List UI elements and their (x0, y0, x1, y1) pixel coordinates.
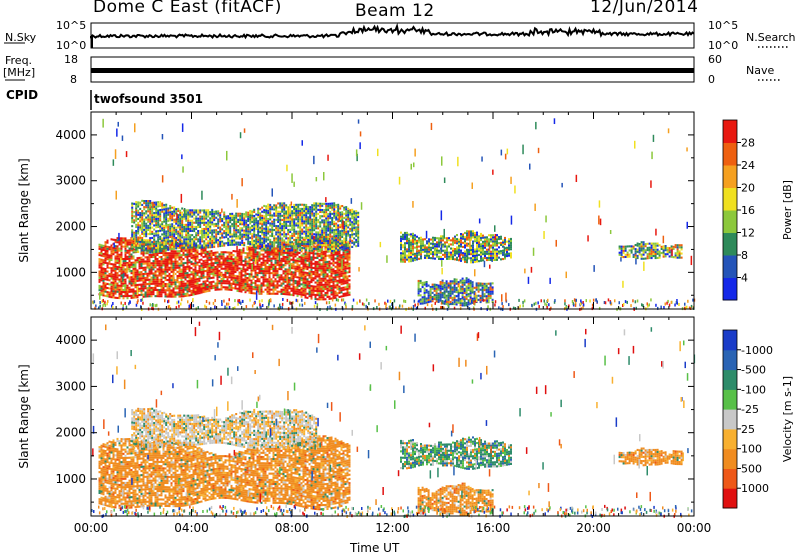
velocity-ytick-label: 3000 (55, 379, 86, 393)
power-y-axis-label: Slant Range [km] (17, 158, 31, 262)
power-scatter-cells (99, 200, 683, 307)
power-colorbar-label: Power [dB] (781, 180, 794, 240)
nave-tick-top: 60 (708, 54, 722, 65)
x-axis-label: Time UT (350, 542, 399, 554)
velocity-colorbar-tick: 25 (741, 423, 755, 436)
nsearch-tick-bottom: 10^0 (708, 40, 738, 51)
velocity-colorbar-swatch (723, 389, 737, 409)
nsky-panel (4, 23, 790, 48)
nsearch-tick-top: 10^5 (708, 20, 738, 31)
velocity-colorbar-swatch (723, 370, 737, 390)
velocity-colorbar-label: Velocity [m s-1] (781, 376, 794, 462)
velocity-colorbar-tick: -1000 (741, 344, 773, 357)
velocity-panel: 1000 2000 3000 4000 Slant Range [km] 00:00 04:… (17, 317, 794, 535)
velocity-y-axis-label: Slant Range [km] (17, 364, 31, 468)
x-tick-label: 20:00 (576, 521, 611, 535)
velocity-region-4 (619, 448, 683, 467)
velocity-colorbar-tick: 1000 (741, 482, 769, 495)
freq-tick-top: 18 (64, 54, 78, 65)
velocity-colorbar-tick: -25 (741, 403, 759, 416)
velocity-ytick-label: 2000 (55, 426, 86, 440)
velocity-colorbar-swatch (723, 330, 737, 350)
freq-unit-label: [MHz] (3, 67, 35, 78)
power-region-3 (418, 277, 494, 306)
date-label: 12/Jun/2014 (590, 0, 698, 16)
power-panel: 1000 2000 3000 4000 Slant Range [km] 4 8 12 16 20… (17, 112, 794, 311)
power-ytick-label: 2000 (55, 220, 86, 234)
velocity-colorbar-swatch (723, 350, 737, 370)
x-tick-label: 08:00 (275, 521, 310, 535)
velocity-colorbar-swatch (723, 468, 737, 488)
power-colorbar-swatch (723, 233, 737, 256)
freq-label: Freq. (5, 55, 32, 66)
power-region-4 (619, 241, 683, 260)
velocity-colorbar-tick: 100 (741, 443, 762, 456)
power-colorbar-swatch (723, 143, 737, 166)
nsky-tick-top: 10^5 (56, 20, 86, 31)
power-ytick-label: 1000 (55, 265, 86, 279)
cpid-value: twofsound 3501 (94, 93, 203, 105)
velocity-colorbar-tick: -500 (741, 364, 766, 377)
power-region-1 (131, 200, 359, 254)
nsky-trace (91, 26, 694, 37)
station-title: Dome C East (fitACF) (93, 0, 282, 16)
velocity-colorbar-swatch (723, 429, 737, 449)
power-colorbar-tick: 20 (741, 182, 755, 195)
power-colorbar: 4 8 12 16 20 24 28 Power [dB] (723, 120, 794, 301)
velocity-ytick-label: 4000 (55, 333, 86, 347)
power-colorbar-swatch (723, 210, 737, 233)
x-tick-label: 00:00 (677, 521, 712, 535)
nsky-label: N.Sky (5, 32, 36, 43)
power-ytick-label: 3000 (55, 174, 86, 188)
nsky-tick-bottom: 10^0 (56, 40, 86, 51)
nsearch-label: N.Search (746, 32, 796, 43)
x-tick-label: 16:00 (476, 521, 511, 535)
freq-tick-bottom: 8 (70, 74, 77, 85)
cpid-label: CPID (6, 89, 38, 101)
power-colorbar-tick: 12 (741, 227, 755, 240)
velocity-scatter-cells (99, 408, 683, 516)
velocity-colorbar-tick: -100 (741, 383, 766, 396)
velocity-region-2 (400, 436, 512, 470)
power-colorbar-swatch (723, 188, 737, 211)
power-colorbar-swatch (723, 165, 737, 188)
power-colorbar-swatch (723, 120, 737, 143)
nave-tick-bottom: 0 (708, 74, 715, 85)
power-colorbar-swatch (723, 255, 737, 278)
freq-trace (91, 68, 694, 73)
power-colorbar-tick: 24 (741, 159, 755, 172)
beam-label: Beam 12 (355, 3, 435, 20)
velocity-ytick-label: 1000 (55, 472, 86, 486)
x-tick-label: 04:00 (174, 521, 209, 535)
power-colorbar-tick: 4 (741, 272, 748, 285)
power-colorbar-tick: 8 (741, 249, 748, 262)
x-tick-label: 00:00 (74, 521, 109, 535)
velocity-colorbar-swatch (723, 409, 737, 429)
velocity-colorbar-swatch (723, 449, 737, 469)
nave-label: Nave (746, 65, 774, 76)
velocity-colorbar-tick: 500 (741, 462, 762, 475)
velocity-colorbar: 1000 500 100 25 -25 -100 -500 -1000 Velocity [m … (723, 330, 794, 509)
power-colorbar-swatch (723, 278, 737, 301)
power-ytick-label: 4000 (55, 128, 86, 142)
velocity-colorbar-swatch (723, 488, 737, 508)
x-tick-label: 12:00 (375, 521, 410, 535)
power-colorbar-tick: 16 (741, 204, 755, 217)
power-colorbar-tick: 28 (741, 137, 755, 150)
